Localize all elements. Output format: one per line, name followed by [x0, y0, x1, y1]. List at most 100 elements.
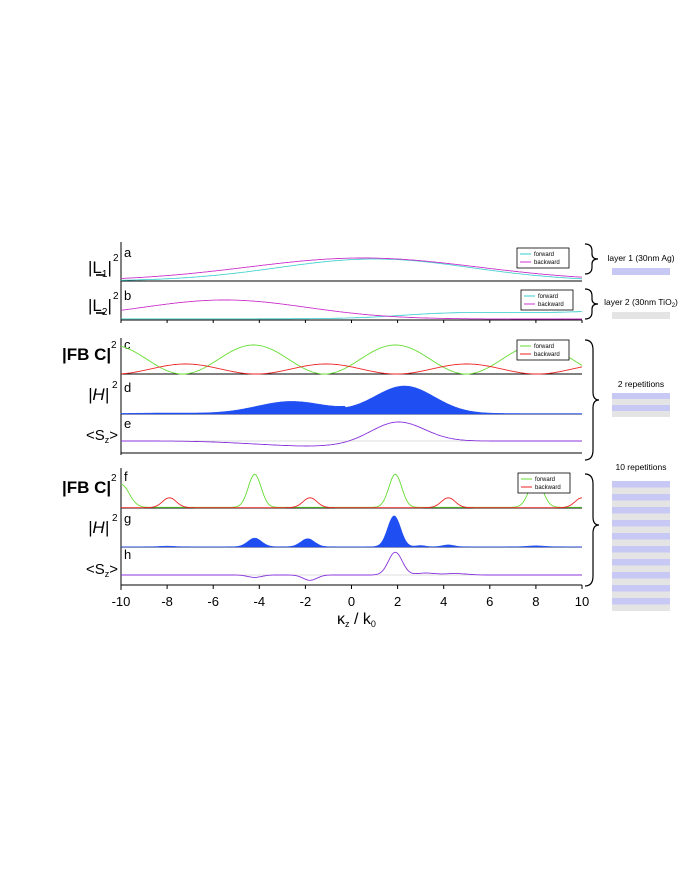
x-axis-title: κz / k0 [337, 611, 376, 629]
series-b-backward [120, 299, 582, 320]
y-label-h-1: |H| 2 [88, 380, 118, 404]
stack-2-layer [612, 411, 670, 417]
stack-10-layer [612, 578, 670, 585]
series-a-backward [120, 257, 583, 279]
svg-text:|FB C|: |FB C| [62, 345, 111, 364]
legend-box [517, 472, 571, 494]
legend-a: forward backward [516, 247, 570, 269]
layer2-label: layer 2 (30nm TiO2) [604, 297, 678, 309]
legend-box [516, 339, 570, 361]
legend-forward-label: forward [535, 477, 555, 483]
legend-backward-label: backward [535, 485, 561, 491]
series-b-forward [121, 311, 582, 320]
stack-2-layer [612, 393, 670, 399]
svg-text:|FB C|: |FB C| [62, 478, 111, 497]
y-label-sz-2: <Sz> [86, 561, 118, 579]
y-label-l1: |L1| 2 [88, 253, 119, 280]
panel-letter-a: a [124, 245, 132, 260]
x-tick-label: 10 [575, 594, 589, 609]
svg-text:2: 2 [112, 513, 118, 524]
rep10-label: 10 repetitions [615, 462, 666, 472]
x-tick-label: -8 [161, 594, 173, 609]
panel-letter-c: c [124, 337, 131, 352]
layer1-label: layer 1 (30nm Ag) [607, 253, 674, 263]
x-tick-label: -10 [112, 594, 131, 609]
panel-letter-h: h [124, 547, 131, 562]
svg-text:2: 2 [111, 473, 117, 484]
stack-10-layer [612, 591, 670, 598]
layer2-swatch [612, 312, 670, 319]
svg-text:2: 2 [111, 340, 117, 351]
x-tick-label: -4 [254, 594, 266, 609]
stack-10-layer [612, 585, 670, 592]
series-f-forward [120, 473, 582, 508]
x-tick-label: 0 [348, 594, 355, 609]
svg-text:|L1|: |L1| [88, 258, 112, 280]
plot-area: a b c d e f g h forward backward forward backward fo… [120, 242, 583, 590]
panel-letter-g: g [124, 511, 131, 526]
x-tick-label: 2 [394, 594, 401, 609]
svg-text:κz / k0: κz / k0 [337, 611, 376, 629]
series-h-sz [121, 551, 582, 581]
stack-10-layer [612, 604, 670, 611]
legend-box [516, 247, 570, 269]
brace-2-repetitions [584, 339, 600, 461]
stack-10-layer [612, 513, 670, 520]
stack-2-repetitions [612, 393, 670, 417]
x-tick-label: 6 [486, 594, 493, 609]
svg-text:2: 2 [112, 380, 118, 391]
legend-box [520, 289, 574, 311]
stack-10-layer [612, 500, 670, 507]
stack-10-layer [612, 487, 670, 494]
x-tick-label: 4 [440, 594, 447, 609]
stack-10-layer [612, 559, 670, 566]
panel-letter-b: b [124, 288, 131, 303]
stack-10-layer [612, 533, 670, 540]
series-e-sz [121, 421, 582, 447]
stack-10-layer [612, 526, 670, 533]
stack-10-layer [612, 552, 670, 559]
layer1-swatch [612, 268, 670, 275]
stack-10-layer [612, 572, 670, 579]
brace-10-repetitions [584, 473, 600, 587]
stack-10-repetitions [612, 481, 670, 611]
x-tick-label: 8 [532, 594, 539, 609]
brace-layer2 [584, 288, 599, 320]
series-c-forward [120, 344, 583, 375]
svg-text:<Sz>: <Sz> [86, 561, 118, 579]
legend-backward-label: backward [534, 260, 560, 266]
series-c-backward [121, 363, 583, 375]
brace-layer1 [584, 243, 599, 275]
series-d-area [120, 385, 583, 415]
stack-2-layer [612, 405, 670, 411]
legend-forward-label: forward [534, 252, 554, 258]
stack-2-layer [612, 399, 670, 405]
stack-10-layer [612, 507, 670, 514]
legend-forward-label: forward [538, 294, 558, 300]
y-label-h-2: |H| 2 [88, 513, 118, 537]
stack-10-layer [612, 565, 670, 572]
y-label-sz-1: <Sz> [86, 427, 118, 445]
svg-text:<Sz>: <Sz> [86, 427, 118, 445]
legend-f: forward backward [517, 472, 571, 494]
stack-10-layer [612, 481, 670, 488]
svg-text:|L2|: |L2| [88, 296, 112, 318]
stack-10-layer [612, 546, 670, 553]
panel-letter-f: f [124, 469, 128, 484]
panel-letter-e: e [124, 416, 131, 431]
legend-forward-label: forward [534, 344, 554, 350]
legend-backward-label: backward [534, 352, 560, 358]
stack-10-layer [612, 539, 670, 546]
x-axis: -10 -8 -6 -4 -2 0 2 4 6 8 10 [112, 594, 590, 609]
legend-c: forward backward [516, 339, 570, 361]
svg-text:|H|: |H| [88, 518, 109, 537]
y-label-fbc-1: |FB C| 2 [62, 340, 117, 364]
y-label-l2: |L2| 2 [88, 291, 119, 318]
legend-b: forward backward [520, 289, 574, 311]
x-tick-label: -6 [207, 594, 219, 609]
panel-letter-d: d [124, 380, 131, 395]
series-a-forward [121, 258, 583, 281]
stack-10-layer [612, 494, 670, 501]
stack-10-layer [612, 520, 670, 527]
